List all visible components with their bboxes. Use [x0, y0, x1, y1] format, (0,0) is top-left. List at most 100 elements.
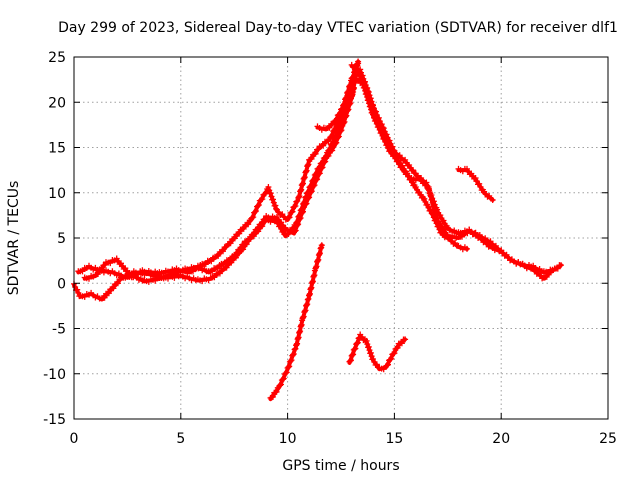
data-point: [287, 358, 294, 364]
x-tick-label: 5: [176, 431, 185, 447]
data-point: [285, 231, 292, 237]
data-point: [279, 376, 286, 383]
data-point: [255, 202, 262, 208]
data-point: [383, 362, 390, 369]
x-axis-label: GPS time / hours: [282, 458, 399, 474]
data-point: [298, 206, 305, 213]
data-point: [398, 340, 405, 347]
data-point: [277, 382, 283, 389]
data-point: [99, 266, 105, 273]
data-point: [459, 233, 465, 240]
data-point: [394, 344, 401, 351]
data-point: [270, 196, 276, 203]
data-point: [327, 146, 334, 153]
y-tick-label: 0: [57, 276, 66, 292]
data-point: [250, 233, 257, 240]
data-point: [343, 94, 350, 101]
x-tick-label: 20: [492, 431, 510, 447]
data-point: [160, 275, 167, 282]
data-point: [258, 196, 265, 203]
y-axis-label: SDTVAR / TECUs: [6, 181, 22, 296]
x-tick-label: 25: [599, 431, 617, 447]
data-point: [365, 343, 372, 350]
data-point: [110, 285, 117, 292]
data-point: [349, 74, 356, 81]
data-point: [300, 200, 307, 207]
data-point: [355, 335, 362, 342]
data-point: [285, 215, 292, 221]
x-tick-label: 10: [279, 431, 297, 447]
y-tick-label: -5: [52, 322, 66, 338]
data-point: [385, 361, 391, 368]
data-point: [410, 167, 417, 174]
data-point: [387, 356, 394, 363]
data-point: [332, 134, 339, 141]
data-point: [293, 198, 300, 205]
data-point: [382, 137, 389, 144]
y-tick-label: 15: [48, 141, 66, 157]
data-point: [367, 95, 374, 102]
data-point: [382, 138, 389, 145]
data-point: [441, 226, 448, 233]
y-tick-label: 20: [48, 95, 66, 111]
data-point: [334, 128, 341, 135]
data-point: [337, 122, 343, 129]
y-tick-label: 25: [48, 50, 66, 66]
data-point: [307, 183, 314, 190]
data-point: [255, 228, 262, 235]
data-point: [286, 214, 293, 221]
data-point: [240, 225, 247, 232]
data-point: [209, 268, 216, 275]
data-point: [329, 140, 336, 147]
data-point: [365, 88, 371, 95]
data-point: [370, 356, 376, 362]
data-point: [290, 226, 297, 232]
data-point: [333, 116, 340, 123]
data-point: [440, 217, 447, 224]
data-point: [223, 264, 230, 271]
data-point: [272, 202, 279, 209]
data-point: [288, 209, 295, 216]
data-point: [402, 156, 409, 163]
data-point: [227, 256, 234, 263]
data-point: [354, 339, 361, 346]
data-point: [336, 110, 343, 117]
data-point: [489, 197, 496, 203]
data-point: [315, 146, 322, 153]
data-point: [421, 195, 428, 202]
data-point: [74, 286, 81, 293]
data-point: [340, 101, 347, 108]
data-point: [361, 78, 368, 85]
data-point: [236, 230, 243, 237]
data-point: [350, 351, 357, 358]
data-point: [278, 381, 284, 388]
data-point: [216, 270, 223, 277]
data-point: [297, 212, 303, 218]
data-point: [293, 219, 300, 226]
y-tick-label: 5: [57, 231, 66, 247]
data-point: [114, 280, 121, 287]
data-point: [331, 134, 338, 141]
data-point: [352, 345, 359, 352]
data-point: [329, 141, 335, 147]
data-point: [325, 138, 332, 145]
data-point: [245, 221, 252, 228]
data-point: [227, 240, 234, 247]
chart-title: Day 299 of 2023, Sidereal Day-to-day VTE…: [58, 20, 618, 36]
data-point: [277, 222, 284, 229]
data-point: [259, 196, 266, 203]
y-tick-label: -15: [43, 412, 66, 428]
data-point: [318, 242, 325, 249]
data-point: [319, 159, 326, 166]
data-point: [294, 218, 301, 225]
data-point: [376, 122, 383, 129]
data-point: [233, 250, 240, 257]
data-point: [339, 105, 346, 112]
data-point: [424, 201, 431, 208]
data-point: [345, 88, 352, 95]
data-point: [261, 191, 268, 197]
data-point: [472, 175, 479, 181]
data-point: [368, 98, 375, 105]
data-point: [273, 388, 280, 395]
data-point: [291, 346, 298, 353]
